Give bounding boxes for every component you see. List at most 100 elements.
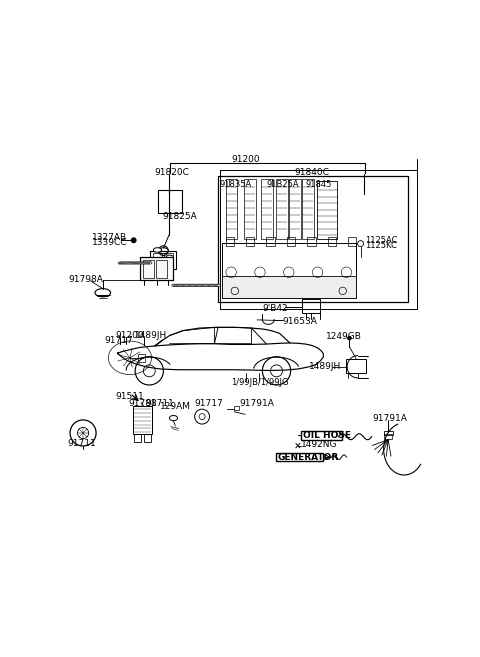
Bar <box>384 431 393 435</box>
Text: 91653A: 91653A <box>282 317 317 327</box>
Ellipse shape <box>169 415 178 420</box>
Ellipse shape <box>147 262 150 264</box>
Bar <box>266 237 275 246</box>
Ellipse shape <box>125 262 127 264</box>
Text: 91840C: 91840C <box>294 168 329 177</box>
Text: 91835A: 91835A <box>220 179 252 189</box>
Text: 91845: 91845 <box>305 179 332 189</box>
Bar <box>348 237 357 246</box>
Ellipse shape <box>123 262 126 264</box>
Polygon shape <box>170 327 215 344</box>
Bar <box>234 406 239 410</box>
Ellipse shape <box>166 255 173 260</box>
Bar <box>156 260 167 278</box>
Ellipse shape <box>122 262 125 264</box>
Ellipse shape <box>186 284 189 286</box>
Bar <box>287 237 295 246</box>
Ellipse shape <box>130 262 132 264</box>
Bar <box>244 179 256 238</box>
Ellipse shape <box>208 284 212 286</box>
Ellipse shape <box>185 284 188 286</box>
Bar <box>276 179 288 238</box>
Text: 1492NG: 1492NG <box>301 440 337 449</box>
Ellipse shape <box>140 262 143 264</box>
Ellipse shape <box>128 262 131 264</box>
Bar <box>261 179 273 238</box>
Text: 91711: 91711 <box>67 439 96 448</box>
Ellipse shape <box>145 262 148 264</box>
Ellipse shape <box>182 284 186 286</box>
Ellipse shape <box>132 262 135 264</box>
Bar <box>138 354 145 362</box>
Ellipse shape <box>213 284 216 286</box>
Bar <box>246 237 254 246</box>
Bar <box>222 242 356 298</box>
Ellipse shape <box>195 284 199 286</box>
Ellipse shape <box>139 262 141 264</box>
Bar <box>289 179 300 238</box>
Ellipse shape <box>118 262 121 264</box>
Ellipse shape <box>206 284 209 286</box>
Text: 1489JH: 1489JH <box>309 361 341 371</box>
Ellipse shape <box>216 284 219 286</box>
Ellipse shape <box>133 262 136 264</box>
Bar <box>133 434 141 442</box>
Ellipse shape <box>146 262 149 264</box>
Bar <box>153 253 162 268</box>
Ellipse shape <box>204 284 207 286</box>
Text: 9'B42: 9'B42 <box>262 304 288 313</box>
Bar <box>226 237 234 246</box>
Ellipse shape <box>191 284 194 286</box>
Ellipse shape <box>95 288 110 297</box>
Circle shape <box>132 238 136 242</box>
Ellipse shape <box>119 262 122 264</box>
Ellipse shape <box>154 248 162 252</box>
Bar <box>140 258 173 280</box>
Ellipse shape <box>131 262 134 264</box>
Text: 1249GB: 1249GB <box>326 332 362 341</box>
Ellipse shape <box>192 284 195 286</box>
Text: 91200: 91200 <box>232 155 260 164</box>
Text: 1125AC: 1125AC <box>365 236 397 245</box>
Ellipse shape <box>121 262 124 264</box>
Ellipse shape <box>174 284 178 286</box>
Ellipse shape <box>207 284 210 286</box>
Text: GENERATOR: GENERATOR <box>277 453 338 462</box>
Ellipse shape <box>181 284 184 286</box>
Text: 91820C: 91820C <box>155 168 190 177</box>
Ellipse shape <box>209 284 213 286</box>
Ellipse shape <box>190 284 193 286</box>
Ellipse shape <box>200 284 204 286</box>
Text: 91711: 91711 <box>145 399 174 408</box>
Bar <box>164 253 173 268</box>
Text: 1339CC: 1339CC <box>92 238 127 248</box>
Ellipse shape <box>205 284 208 286</box>
Ellipse shape <box>137 262 140 264</box>
Text: 1327AB: 1327AB <box>92 233 127 242</box>
Text: 91791A: 91791A <box>240 399 274 408</box>
Ellipse shape <box>149 262 152 264</box>
Bar <box>222 276 356 298</box>
Bar <box>328 237 336 246</box>
Text: 91717: 91717 <box>104 336 132 345</box>
Ellipse shape <box>201 284 204 286</box>
Ellipse shape <box>120 262 123 264</box>
Ellipse shape <box>144 262 146 264</box>
Ellipse shape <box>127 262 130 264</box>
Bar <box>276 453 324 461</box>
Ellipse shape <box>177 284 180 286</box>
Polygon shape <box>215 327 252 344</box>
Ellipse shape <box>203 284 206 286</box>
Ellipse shape <box>188 284 192 286</box>
Ellipse shape <box>178 284 181 286</box>
Bar <box>158 190 182 213</box>
Ellipse shape <box>196 284 200 286</box>
Ellipse shape <box>126 262 128 264</box>
Ellipse shape <box>172 284 175 286</box>
Ellipse shape <box>143 262 145 264</box>
Bar <box>218 175 408 302</box>
Text: 91798A: 91798A <box>68 275 103 284</box>
Ellipse shape <box>199 284 202 286</box>
Bar <box>226 179 238 238</box>
Ellipse shape <box>175 284 179 286</box>
